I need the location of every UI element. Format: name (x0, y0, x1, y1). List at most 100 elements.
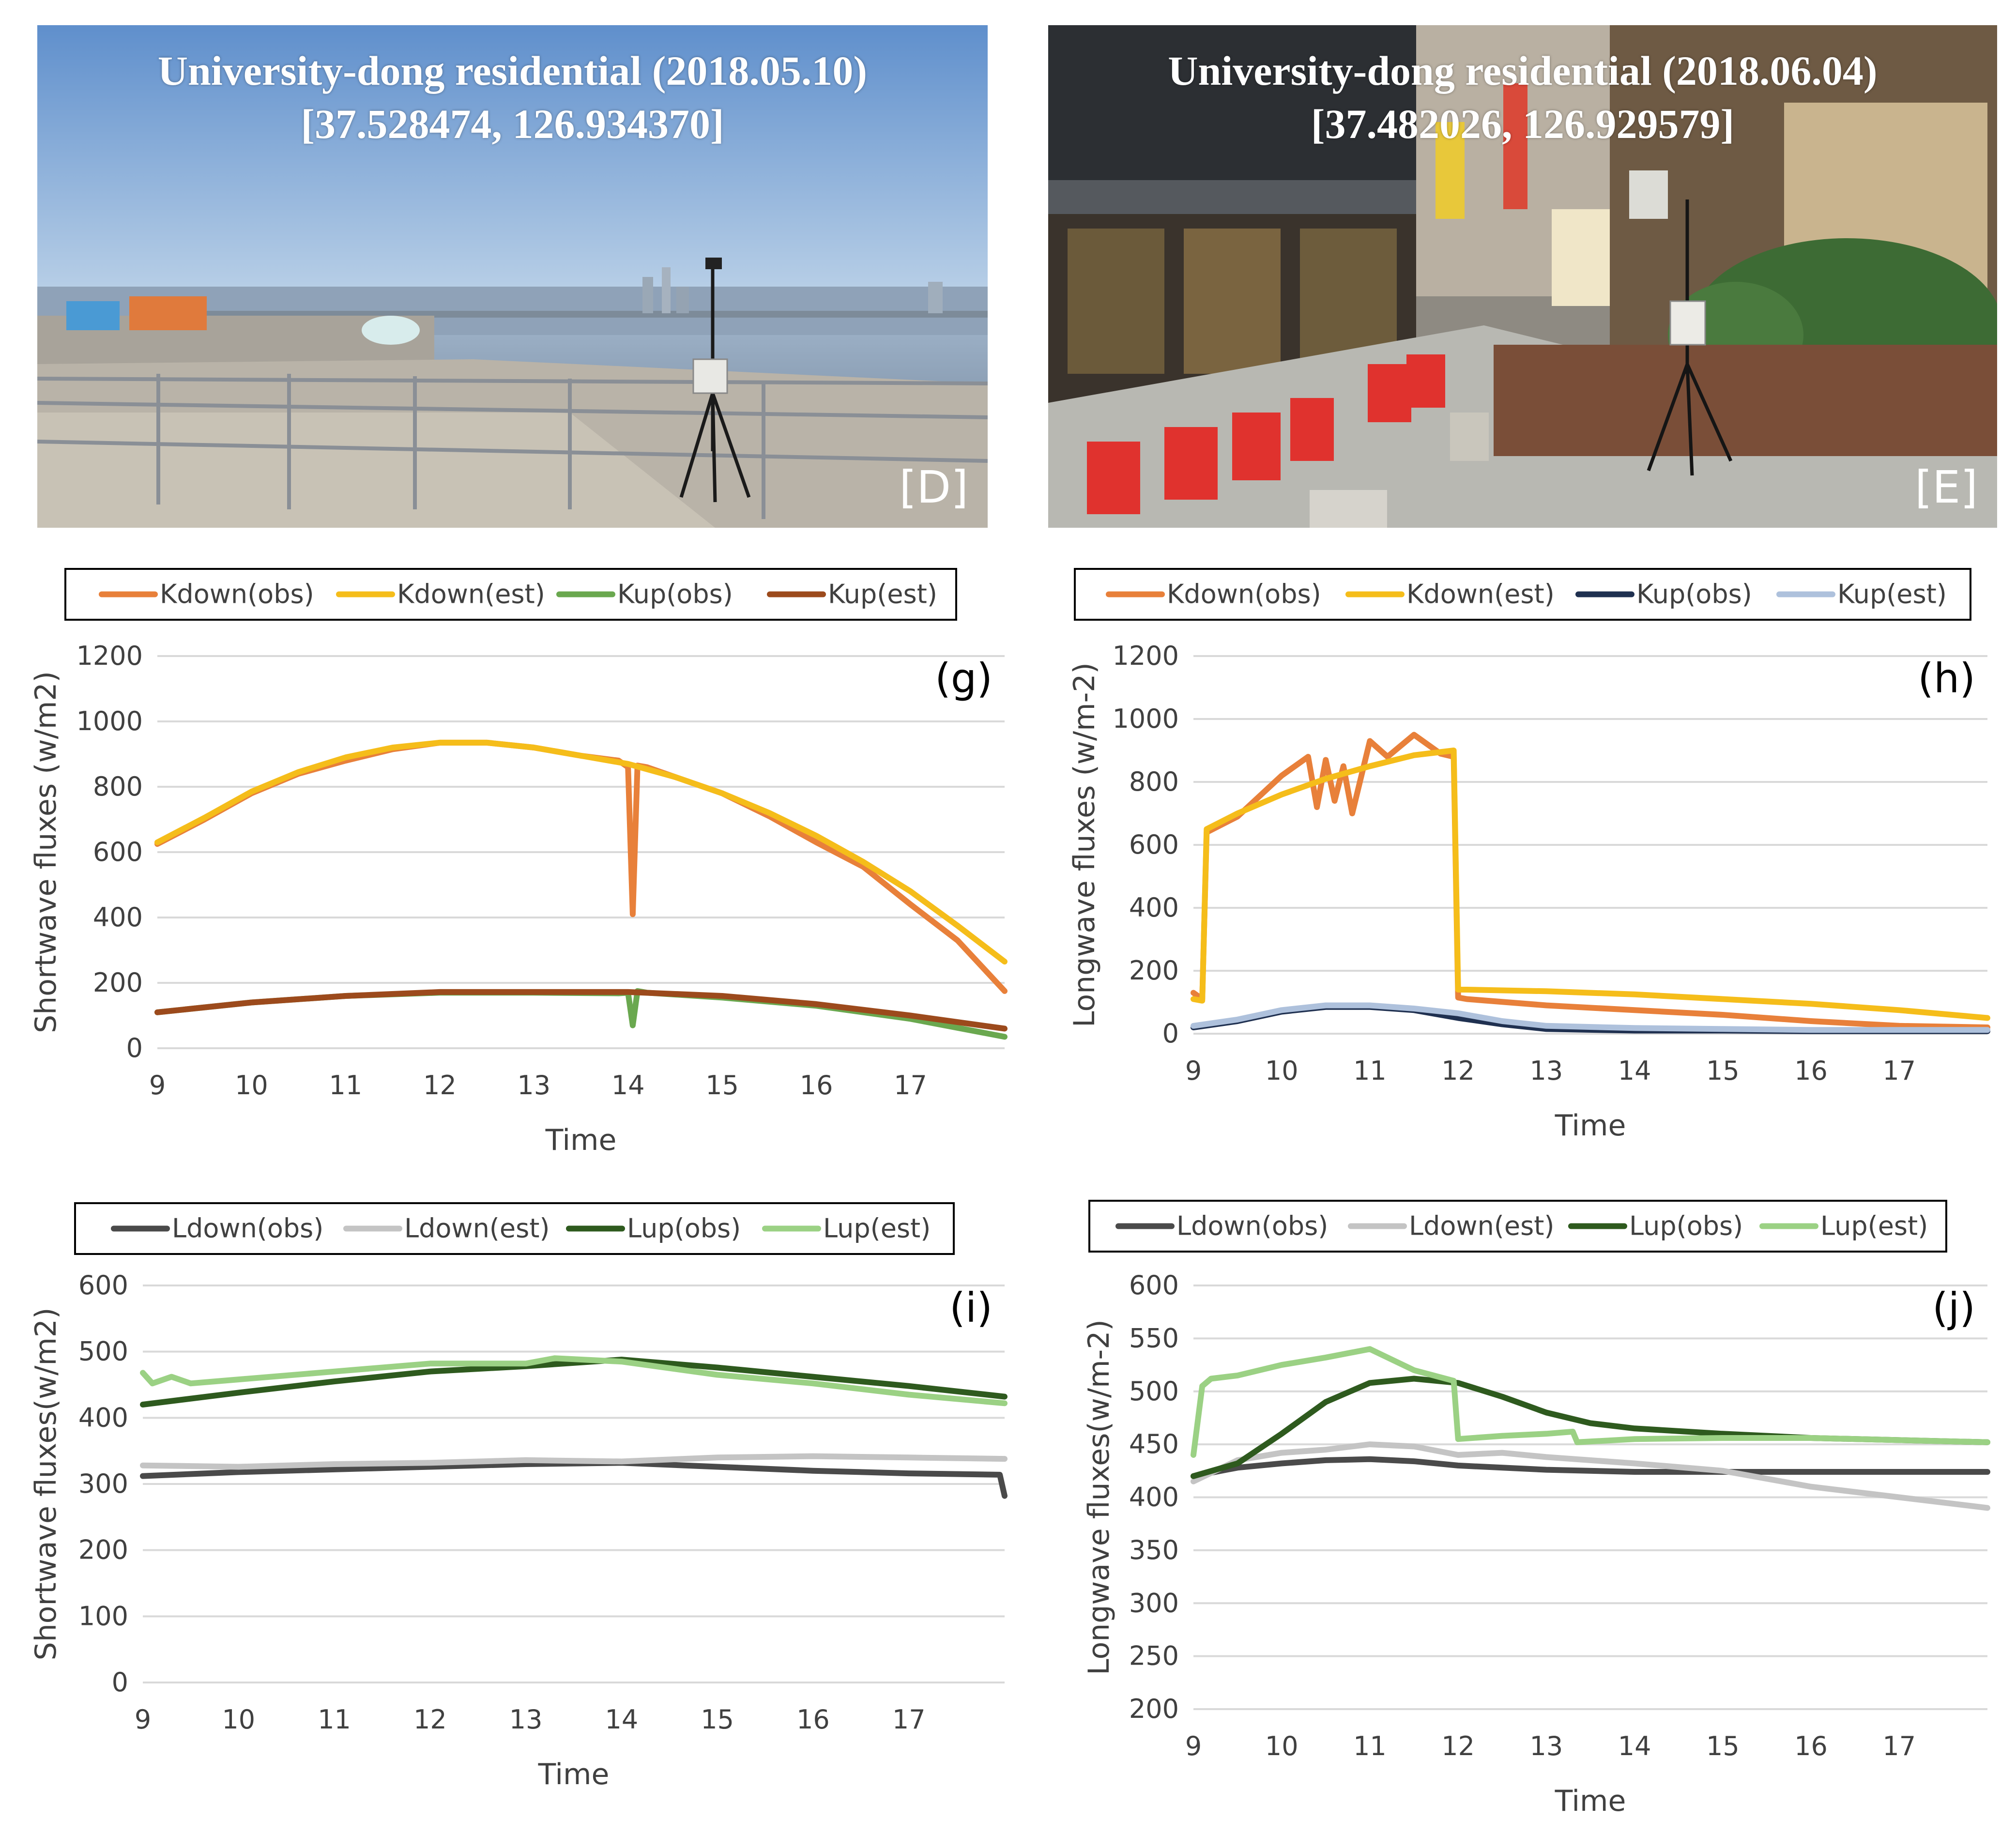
panel-label: (g) (935, 655, 993, 702)
y-axis-title: Shortwave fluxes (w/m2) (29, 671, 63, 1033)
y-tick-label: 400 (93, 902, 143, 933)
y-tick-label: 400 (1129, 892, 1179, 923)
y-tick-label: 100 (78, 1601, 128, 1631)
legend-label: Kdown(est) (1406, 579, 1555, 610)
legend-label: Ldown(obs) (1176, 1211, 1328, 1241)
legend-label: Kup(obs) (1636, 579, 1752, 610)
legend-label: Kdown(obs) (1167, 579, 1321, 610)
x-tick-label: 12 (1441, 1731, 1475, 1761)
x-tick-label: 9 (1185, 1055, 1202, 1086)
photo-d: University-dong residential (2018.05.10)… (37, 25, 988, 528)
x-tick-label: 10 (222, 1704, 255, 1735)
x-tick-label: 14 (1618, 1731, 1651, 1761)
y-tick-label: 600 (93, 837, 143, 867)
legend-label: Lup(obs) (627, 1213, 741, 1244)
legend-label: Kup(obs) (617, 579, 733, 610)
x-tick-label: 12 (1441, 1055, 1475, 1086)
x-tick-label: 10 (1265, 1055, 1298, 1086)
x-axis-title: Time (538, 1758, 610, 1791)
y-tick-label: 300 (78, 1468, 128, 1499)
street-scene-illustration (1048, 25, 1997, 528)
y-tick-label: 600 (1129, 1270, 1179, 1300)
photo-d-tag: [D] (899, 461, 968, 513)
y-tick-label: 200 (1129, 1694, 1179, 1724)
y-tick-label: 0 (1162, 1018, 1179, 1049)
x-tick-label: 15 (705, 1070, 739, 1101)
x-tick-label: 12 (413, 1704, 447, 1735)
y-tick-label: 300 (1129, 1588, 1179, 1618)
x-tick-label: 12 (423, 1070, 457, 1101)
chart-1: 0 200 400 600 800 1000 1200 9 10 11 12 13 14 15 16 17 Ti… (1068, 568, 1990, 1143)
y-tick-label: 400 (78, 1402, 128, 1433)
y-tick-label: 1000 (1113, 703, 1179, 734)
series-line-ldownest (1191, 1441, 1990, 1511)
panel-label: (i) (949, 1284, 993, 1331)
x-tick-label: 17 (892, 1704, 926, 1735)
y-tick-label: 200 (93, 967, 143, 998)
x-tick-label: 11 (1353, 1055, 1387, 1086)
series-line-kdownobs (1191, 732, 1990, 1030)
series-line-kdownest (154, 739, 1008, 965)
x-axis-title: Time (1555, 1784, 1626, 1818)
series-line-kupest (1191, 1002, 1990, 1033)
y-tick-label: 0 (126, 1033, 143, 1063)
legend-label: Kdown(obs) (160, 579, 314, 610)
legend-label: Lup(est) (1820, 1211, 1928, 1241)
x-tick-label: 14 (605, 1704, 639, 1735)
y-tick-label: 550 (1129, 1323, 1179, 1353)
y-tick-label: 450 (1129, 1429, 1179, 1459)
x-tick-label: 10 (1265, 1731, 1298, 1761)
y-axis-title: Longwave fluxes (w/m-2) (1068, 662, 1101, 1027)
river-scene-illustration (37, 25, 988, 528)
x-tick-label: 13 (1530, 1055, 1563, 1086)
x-tick-label: 17 (894, 1070, 927, 1101)
x-tick-label: 16 (800, 1070, 833, 1101)
y-tick-label: 200 (78, 1535, 128, 1565)
legend-label: Ldown(est) (1409, 1211, 1554, 1241)
series-line-kupest (154, 989, 1008, 1032)
y-tick-label: 200 (1129, 955, 1179, 986)
x-tick-label: 13 (517, 1070, 550, 1101)
x-tick-label: 17 (1882, 1731, 1916, 1761)
legend-label: Lup(obs) (1629, 1211, 1743, 1241)
panel-label: (h) (1918, 655, 1975, 702)
x-tick-label: 16 (796, 1704, 830, 1735)
photo-d-title: University-dong residential (2018.05.10) (157, 47, 868, 94)
y-axis-title: Longwave fluxes(w/m-2) (1082, 1319, 1116, 1675)
series-line-kdownest (1191, 748, 1990, 1021)
y-tick-label: 500 (1129, 1376, 1179, 1407)
x-tick-label: 15 (1706, 1055, 1740, 1086)
series-line-ldownobs (1191, 1456, 1990, 1479)
photo-e-coords: [37.482026, 126.929579] (1311, 101, 1735, 147)
chart-2: 0 100 200 300 400 500 600 9 10 11 12 13 14 15 16 17 Time… (29, 1202, 1008, 1791)
x-tick-label: 11 (1353, 1731, 1387, 1761)
x-axis-title: Time (1555, 1109, 1626, 1143)
y-tick-label: 0 (112, 1667, 128, 1697)
x-tick-label: 14 (1618, 1055, 1651, 1086)
y-tick-label: 800 (1129, 766, 1179, 797)
legend-label: Lup(est) (823, 1213, 931, 1244)
series-line-lupest (140, 1355, 1008, 1407)
legend-label: Ldown(est) (404, 1213, 550, 1244)
x-tick-label: 9 (1185, 1731, 1202, 1761)
panel-label: (j) (1932, 1284, 1975, 1331)
photo-d-coords: [37.528474, 126.934370] (301, 101, 724, 147)
y-tick-label: 1200 (1113, 641, 1179, 671)
photo-e: University-dong residential (2018.06.04)… (1048, 25, 1997, 528)
legend-label: Kup(est) (1837, 579, 1947, 610)
x-tick-label: 11 (329, 1070, 363, 1101)
x-tick-label: 16 (1794, 1055, 1828, 1086)
x-tick-label: 13 (1530, 1731, 1563, 1761)
photo-e-tag: [E] (1915, 461, 1978, 513)
legend-label: Kdown(est) (397, 579, 545, 610)
photo-e-title: University-dong residential (2018.06.04) (1168, 47, 1878, 94)
x-tick-label: 9 (135, 1704, 151, 1735)
y-tick-label: 600 (78, 1270, 128, 1300)
x-tick-label: 11 (318, 1704, 351, 1735)
y-axis-title: Shortwave fluxes(w/m2) (29, 1308, 63, 1661)
x-tick-label: 10 (235, 1070, 268, 1101)
y-tick-label: 400 (1129, 1482, 1179, 1513)
legend-label: Ldown(obs) (172, 1213, 323, 1244)
x-tick-label: 15 (1706, 1731, 1740, 1761)
